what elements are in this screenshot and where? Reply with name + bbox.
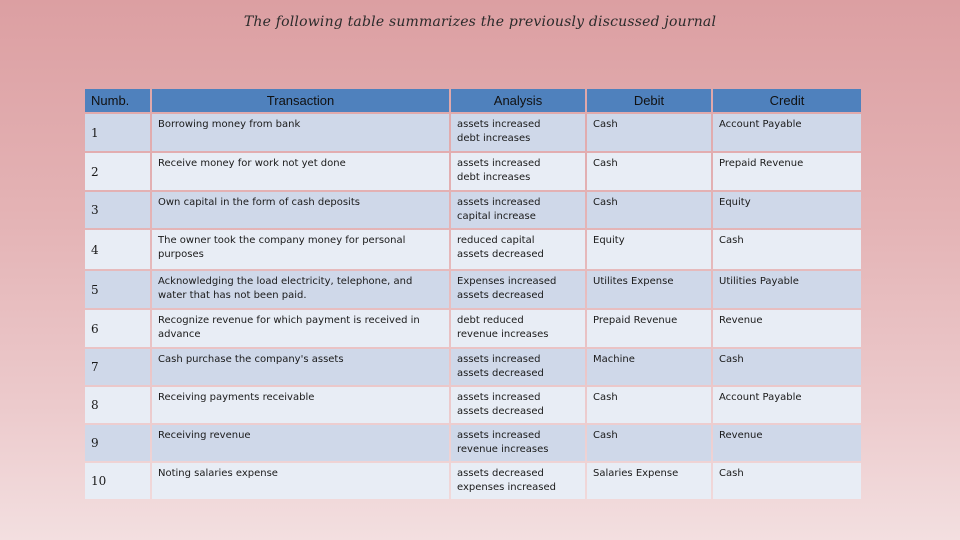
cell-num: 5: [85, 271, 150, 308]
table-row: 4 The owner took the company money for p…: [85, 230, 861, 269]
cell-analysis: assets decreased expenses increased: [451, 463, 585, 499]
cell-transaction: Acknowledging the load electricity, tele…: [152, 271, 449, 308]
cell-analysis: debt reduced revenue increases: [451, 310, 585, 347]
cell-debit: Machine: [587, 349, 711, 385]
cell-debit: Cash: [587, 425, 711, 461]
cell-transaction: Receiving revenue: [152, 425, 449, 461]
table-row: 8 Receiving payments receivable assets i…: [85, 387, 861, 423]
cell-debit: Equity: [587, 230, 711, 269]
header-analysis: Analysis: [451, 89, 585, 112]
cell-transaction: Cash purchase the company's assets: [152, 349, 449, 385]
header-numb: Numb.: [85, 89, 150, 112]
analysis-line: reduced capital: [457, 235, 535, 246]
analysis-line: assets increased: [457, 119, 541, 130]
cell-num: 8: [85, 387, 150, 423]
cell-credit: Cash: [713, 230, 861, 269]
cell-analysis: assets increased debt increases: [451, 153, 585, 190]
cell-analysis: Expenses increased assets decreased: [451, 271, 585, 308]
cell-credit: Equity: [713, 192, 861, 228]
table-row: 9 Receiving revenue assets increased reve…: [85, 425, 861, 461]
cell-transaction: Own capital in the form of cash deposits: [152, 192, 449, 228]
cell-debit: Salaries Expense: [587, 463, 711, 499]
cell-transaction: Borrowing money from bank: [152, 114, 449, 151]
analysis-line: Expenses increased: [457, 276, 557, 287]
analysis-line: expenses increased: [457, 482, 556, 493]
table-row: 6 Recognize revenue for which payment is…: [85, 310, 861, 347]
header-debit: Debit: [587, 89, 711, 112]
cell-debit: Cash: [587, 114, 711, 151]
analysis-line: assets increased: [457, 430, 541, 441]
analysis-line: capital increase: [457, 211, 536, 222]
analysis-line: assets increased: [457, 354, 541, 365]
analysis-line: assets decreased: [457, 368, 544, 379]
cell-credit: Revenue: [713, 310, 861, 347]
cell-transaction: Receive money for work not yet done: [152, 153, 449, 190]
table-row: 3 Own capital in the form of cash deposi…: [85, 192, 861, 228]
cell-credit: Cash: [713, 463, 861, 499]
analysis-line: assets increased: [457, 197, 541, 208]
cell-num: 6: [85, 310, 150, 347]
cell-credit: Account Payable: [713, 387, 861, 423]
cell-num: 3: [85, 192, 150, 228]
cell-analysis: assets increased assets decreased: [451, 349, 585, 385]
table-row: 7 Cash purchase the company's assets ass…: [85, 349, 861, 385]
cell-debit: Cash: [587, 192, 711, 228]
analysis-line: debt increases: [457, 172, 531, 183]
header-transaction: Transaction: [152, 89, 449, 112]
cell-debit: Utilites Expense: [587, 271, 711, 308]
table-row: 2 Receive money for work not yet done as…: [85, 153, 861, 190]
cell-credit: Prepaid Revenue: [713, 153, 861, 190]
analysis-line: assets increased: [457, 158, 541, 169]
cell-credit: Utilities Payable: [713, 271, 861, 308]
analysis-line: debt reduced: [457, 315, 524, 326]
cell-transaction: The owner took the company money for per…: [152, 230, 449, 269]
cell-num: 4: [85, 230, 150, 269]
analysis-line: revenue increases: [457, 444, 549, 455]
cell-num: 7: [85, 349, 150, 385]
table-row: 5 Acknowledging the load electricity, te…: [85, 271, 861, 308]
cell-credit: Account Payable: [713, 114, 861, 151]
cell-num: 2: [85, 153, 150, 190]
table-header-row: Numb. Transaction Analysis Debit Credit: [85, 89, 861, 112]
cell-debit: Prepaid Revenue: [587, 310, 711, 347]
analysis-line: debt increases: [457, 133, 531, 144]
table-row: 1 Borrowing money from bank assets incre…: [85, 114, 861, 151]
cell-analysis: assets increased assets decreased: [451, 387, 585, 423]
cell-analysis: assets increased revenue increases: [451, 425, 585, 461]
cell-analysis: reduced capital assets decreased: [451, 230, 585, 269]
cell-debit: Cash: [587, 153, 711, 190]
cell-credit: Cash: [713, 349, 861, 385]
slide-title: The following table summarizes the previ…: [243, 14, 717, 30]
header-credit: Credit: [713, 89, 861, 112]
cell-num: 1: [85, 114, 150, 151]
cell-debit: Cash: [587, 387, 711, 423]
analysis-line: assets decreased: [457, 406, 544, 417]
cell-analysis: assets increased capital increase: [451, 192, 585, 228]
table-row: 10 Noting salaries expense assets decrea…: [85, 463, 861, 499]
analysis-line: assets decreased: [457, 249, 544, 260]
cell-credit: Revenue: [713, 425, 861, 461]
analysis-line: assets decreased: [457, 468, 544, 479]
analysis-line: assets decreased: [457, 290, 544, 301]
analysis-line: revenue increases: [457, 329, 549, 340]
cell-analysis: assets increased debt increases: [451, 114, 585, 151]
journal-table: Numb. Transaction Analysis Debit Credit …: [83, 87, 863, 501]
cell-transaction: Noting salaries expense: [152, 463, 449, 499]
cell-num: 10: [85, 463, 150, 499]
analysis-line: assets increased: [457, 392, 541, 403]
cell-transaction: Recognize revenue for which payment is r…: [152, 310, 449, 347]
cell-num: 9: [85, 425, 150, 461]
cell-transaction: Receiving payments receivable: [152, 387, 449, 423]
